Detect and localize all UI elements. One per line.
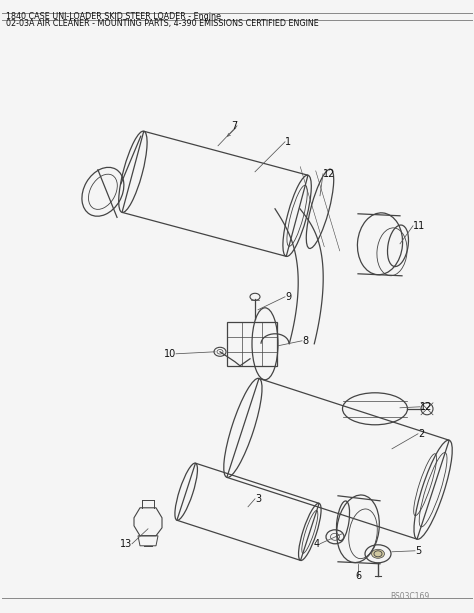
Text: 02-03A AIR CLEANER - MOUNTING PARTS, 4-390 EMISSIONS CERTIFIED ENGINE: 02-03A AIR CLEANER - MOUNTING PARTS, 4-3… [6, 19, 319, 28]
Text: 7: 7 [231, 121, 237, 131]
Text: BS03C169: BS03C169 [391, 592, 429, 601]
Ellipse shape [372, 549, 384, 558]
Text: 13: 13 [120, 539, 132, 549]
Text: 2: 2 [418, 428, 424, 439]
Text: 10: 10 [164, 349, 176, 359]
Text: 1840 CASE UNI-LOADER SKID STEER LOADER - Engine: 1840 CASE UNI-LOADER SKID STEER LOADER -… [6, 12, 221, 21]
Text: 11: 11 [413, 221, 425, 230]
Text: 6: 6 [355, 571, 361, 581]
Text: 9: 9 [285, 292, 291, 302]
Text: 1: 1 [285, 137, 291, 147]
Text: 12: 12 [323, 169, 336, 179]
Text: 4: 4 [314, 539, 320, 549]
Text: 12: 12 [420, 402, 432, 412]
Text: 3: 3 [255, 494, 261, 504]
Text: 8: 8 [302, 336, 308, 346]
Text: 5: 5 [415, 546, 421, 556]
